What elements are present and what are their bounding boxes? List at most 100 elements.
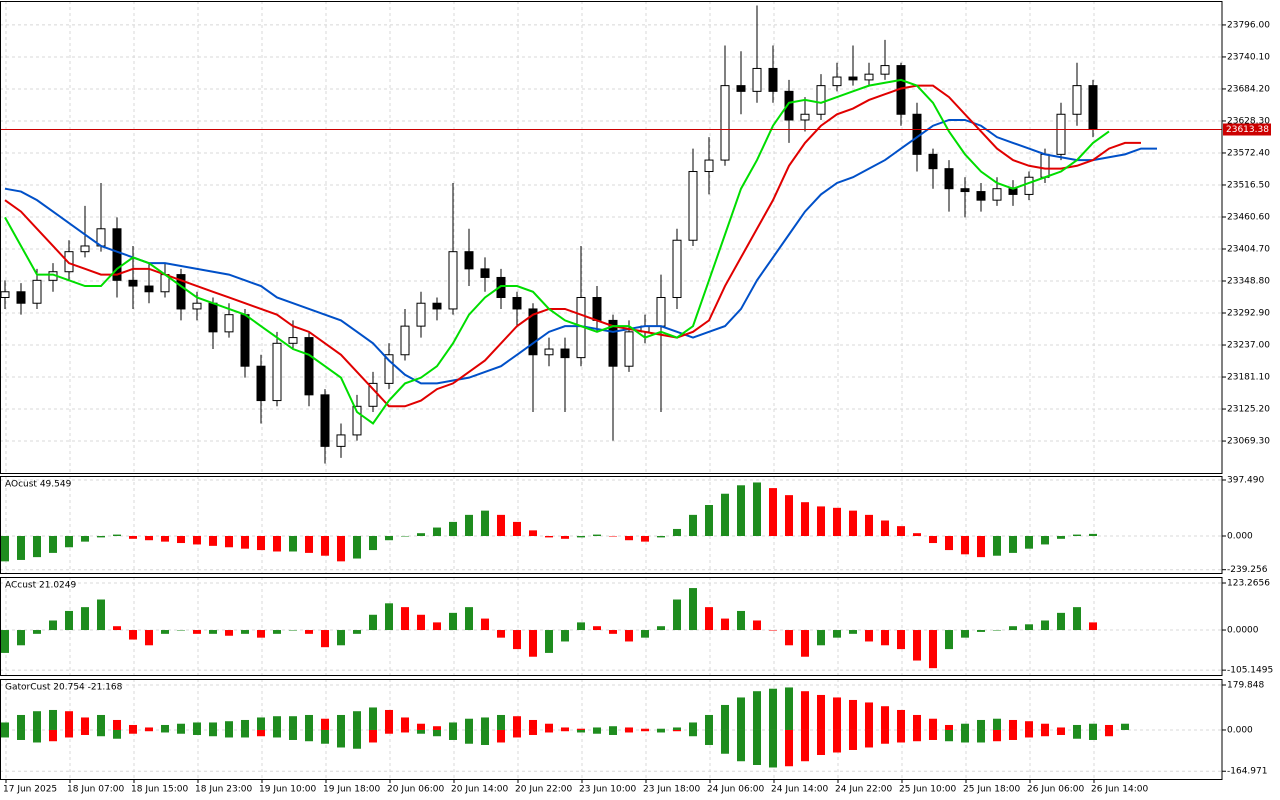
gator-bar [481, 729, 489, 745]
histogram-bar [225, 535, 233, 548]
gator-bar [609, 729, 617, 735]
histogram-bar [721, 493, 729, 536]
candle-body [864, 73, 874, 81]
gator-bar [769, 688, 777, 730]
gator-bar [433, 726, 441, 730]
histogram-bar [865, 630, 873, 642]
histogram-bar [129, 535, 137, 539]
gator-bar [449, 722, 457, 730]
gator-bar [545, 723, 553, 730]
candle-body [720, 85, 730, 161]
gator-bar [897, 709, 905, 730]
gator-bar [513, 729, 521, 738]
histogram-bar [545, 535, 553, 538]
gator-bar [289, 716, 297, 730]
gator-bar [145, 729, 153, 732]
histogram-bar [65, 535, 73, 548]
gator-bar [529, 729, 537, 735]
gator-bar [737, 697, 745, 730]
y-tick-label: 23516.50 [1227, 180, 1270, 190]
histogram-bar [801, 630, 809, 657]
gator-bar [289, 729, 297, 740]
gator-bar [1057, 729, 1065, 735]
gator-bar [593, 729, 601, 734]
gator-bar [321, 729, 329, 744]
gator-bar [17, 714, 25, 730]
gator-bar [81, 729, 89, 735]
gator-bar [1089, 729, 1097, 740]
gator-bar [577, 728, 585, 730]
gator-bar [257, 729, 265, 737]
x-tick-label: 24 Jun 06:00 [707, 785, 764, 795]
histogram-bar [753, 620, 761, 631]
gator-bar [801, 729, 809, 762]
histogram-bar [273, 535, 281, 552]
histogram-bar [161, 535, 169, 542]
histogram-bar [225, 630, 233, 636]
histogram-bar [433, 622, 441, 631]
gator-bar [369, 729, 377, 743]
y-tick-label: 0.000 [1227, 725, 1253, 735]
y-tick-label: 179.848 [1227, 680, 1264, 690]
gator-bar [385, 709, 393, 730]
gator-bar [1041, 729, 1049, 737]
gator-bar [97, 729, 105, 737]
gator-bar [161, 729, 169, 733]
gator-bar [337, 729, 345, 748]
current-price-label: 23613.38 [1226, 125, 1269, 135]
histogram-bar [817, 630, 825, 646]
x-tick-label: 20 Jun 22:00 [515, 785, 572, 795]
histogram-bar [401, 535, 409, 537]
candle-body [32, 279, 42, 304]
gator-bar [81, 717, 89, 730]
indicator-title: GatorCust 20.754 -21.168 [5, 683, 123, 693]
candle-body [416, 302, 426, 327]
histogram-bar [545, 630, 553, 653]
histogram-bar [1, 535, 9, 562]
y-tick-label: 23292.90 [1227, 309, 1270, 319]
gator-bar [817, 729, 825, 755]
y-tick-label: 23628.30 [1227, 116, 1270, 126]
current-price-box [1223, 123, 1271, 136]
histogram-bar [497, 514, 505, 536]
histogram-bar [673, 528, 681, 536]
candle-body [592, 296, 602, 321]
gator-bar [817, 694, 825, 730]
gator-bar [1105, 724, 1113, 730]
gator-bar [721, 729, 729, 754]
gator-bar [305, 714, 313, 730]
histogram-bar [385, 535, 393, 541]
gator-bar [913, 714, 921, 730]
candle-body [128, 279, 138, 287]
gator-bar [561, 729, 569, 732]
gator-bar [977, 719, 985, 730]
gator-bar [657, 729, 665, 733]
gator-bar [1, 729, 9, 738]
gator-bar [1073, 724, 1081, 730]
histogram-bar [561, 535, 569, 539]
histogram-bar [1025, 624, 1033, 631]
y-tick-label: 23237.00 [1227, 341, 1270, 351]
candle-body [656, 296, 666, 327]
histogram-bar [1041, 535, 1049, 545]
candle-body [272, 342, 282, 402]
histogram-bar [145, 535, 153, 541]
y-tick-label: 397.490 [1227, 476, 1264, 486]
moving-average-line [4, 78, 1110, 425]
histogram-bar [81, 607, 89, 631]
histogram-bar [977, 630, 985, 632]
gator-bar [385, 729, 393, 734]
gator-bar [673, 729, 681, 732]
histogram-bar [657, 626, 665, 631]
gator-bar [161, 724, 169, 730]
y-tick-label: 0.000 [1227, 531, 1253, 541]
histogram-bar [945, 535, 953, 551]
histogram-bar [433, 527, 441, 536]
gator-bar [593, 727, 601, 730]
histogram-bar [817, 506, 825, 536]
candle-body [288, 337, 298, 344]
x-tick-label: 20 Jun 06:00 [387, 785, 444, 795]
y-tick-label: 23125.20 [1227, 405, 1270, 415]
gator-bar [177, 729, 185, 734]
histogram-bar [81, 535, 89, 542]
